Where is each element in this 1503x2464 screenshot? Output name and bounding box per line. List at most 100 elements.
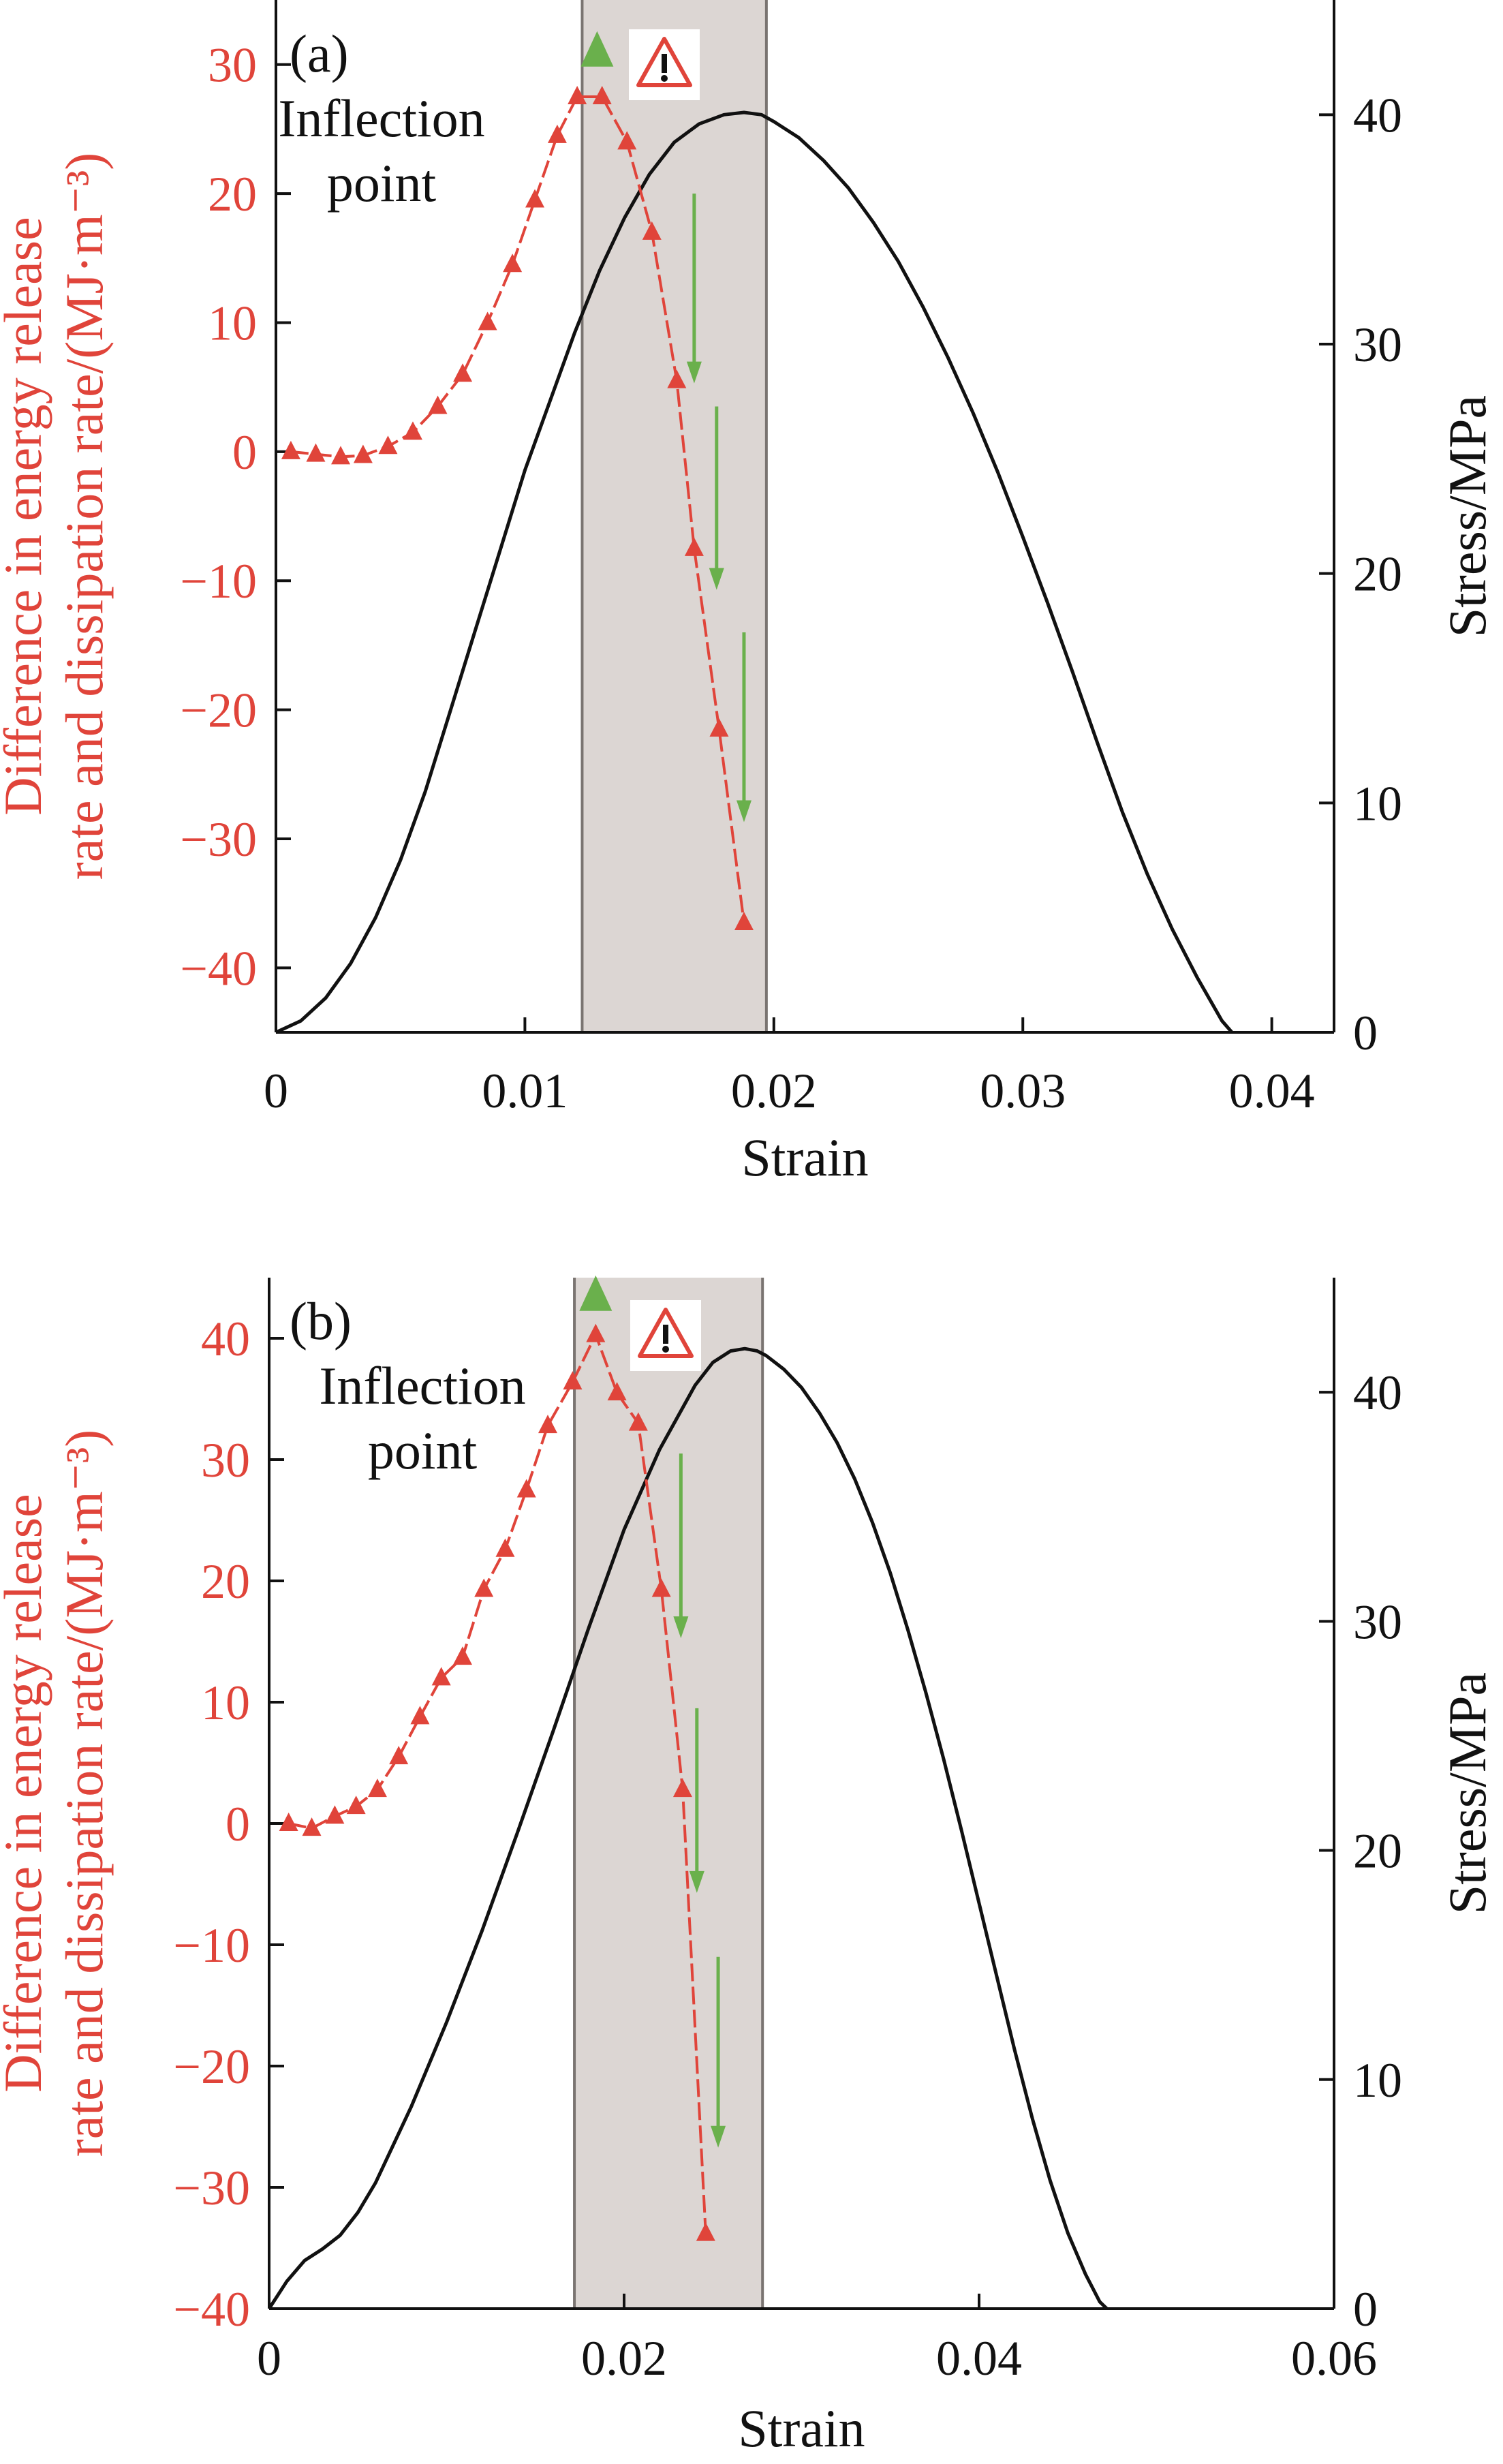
y-left-tick-label: 10 (208, 296, 257, 350)
y-left-tick-label: 10 (201, 1676, 250, 1730)
annotation-inflection: Inflection (278, 89, 484, 148)
warning-triangle-icon (630, 1300, 701, 1371)
energy-difference-marker (279, 1813, 298, 1831)
down-arrow-icon (711, 2125, 726, 2148)
energy-difference-marker (586, 1323, 606, 1342)
y-left-tick-label: −10 (180, 554, 257, 609)
inflection-marker (580, 31, 614, 67)
energy-difference-marker (302, 1817, 322, 1836)
y-left-axis-label-line2: rate and dissipation rate/(MJ·m⁻³) (55, 1430, 114, 2157)
energy-difference-marker (563, 1371, 583, 1390)
energy-difference-marker (431, 1667, 451, 1686)
y-right-tick-label: 40 (1353, 88, 1402, 142)
energy-difference-marker (453, 363, 473, 382)
x-tick-label: 0.03 (980, 1064, 1066, 1118)
x-tick-label: 0 (264, 1064, 288, 1118)
energy-difference-marker (568, 86, 587, 105)
energy-difference-marker (516, 1479, 536, 1498)
warning-icon-dot (662, 1346, 669, 1353)
y-right-axis-label: Stress/MPa (1438, 395, 1497, 637)
y-right-tick-label: 40 (1353, 1366, 1402, 1420)
y-right-tick-label: 20 (1353, 547, 1402, 602)
down-arrow-icon (736, 800, 752, 822)
panel-label: (a) (290, 24, 349, 83)
down-arrow-icon (673, 1616, 689, 1639)
y-left-tick-label: 0 (232, 425, 257, 480)
panel-label: (b) (290, 1291, 352, 1351)
y-right-axis-label: Stress/MPa (1438, 1672, 1497, 1914)
y-left-tick-label: 20 (201, 1554, 250, 1609)
annotation-inflection: Inflection (319, 1356, 525, 1415)
energy-difference-marker (642, 221, 662, 240)
y-left-tick-label: 40 (201, 1312, 250, 1366)
energy-difference-marker (495, 1538, 515, 1557)
x-tick-label: 0.04 (1229, 1064, 1315, 1118)
x-axis-label: Strain (738, 2399, 865, 2458)
energy-difference-marker (410, 1706, 430, 1725)
energy-difference-marker (525, 189, 545, 208)
y-left-tick-label: −30 (173, 2161, 250, 2215)
y-left-tick-label: −40 (180, 941, 257, 996)
down-arrow-icon (686, 361, 702, 384)
stress-curve (267, 1346, 1109, 2310)
warning-triangle-icon (629, 29, 700, 100)
energy-difference-marker (378, 435, 398, 455)
chart-a: 0 0.01 0.02 0.03 0.04 −40 −30 −20 −10 0 10 20 30 0 10 2… (0, 0, 1497, 1187)
inflection-marker (579, 1275, 613, 1311)
energy-difference-marker (281, 440, 300, 459)
y-right-tick-label: 30 (1353, 1595, 1402, 1649)
y-right-tick-label: 10 (1353, 776, 1402, 831)
energy-difference-marker (651, 1578, 671, 1597)
y-left-tick-label: 30 (208, 38, 257, 93)
y-left-tick-label: −20 (173, 2039, 250, 2094)
y-left-axis-label-line1: Difference in energy release (0, 1494, 52, 2092)
energy-difference-marker (592, 86, 612, 105)
energy-difference-marker (667, 369, 687, 388)
stress-curve (275, 110, 1234, 1034)
energy-difference-marker (709, 718, 729, 737)
x-tick-label: 0.01 (482, 1064, 568, 1118)
panel-b: 0 0.02 0.04 0.06 −40 −30 −20 −10 0 10 20 30 40 0 10 20 3… (0, 1267, 1503, 2464)
panel-a: 0 0.01 0.02 0.03 0.04 −40 −30 −20 −10 0 10 20 30 0 10 2… (0, 0, 1503, 1199)
energy-difference-marker (331, 446, 351, 465)
annotation-point: point (327, 153, 437, 213)
y-right-tick-label: 20 (1353, 1824, 1402, 1879)
energy-difference-marker (684, 537, 704, 556)
energy-difference-marker (353, 444, 373, 463)
energy-difference-marker (403, 421, 422, 440)
x-tick-label: 0.02 (581, 2331, 667, 2386)
y-right-tick-label: 0 (1353, 2282, 1378, 2337)
y-left-tick-label: 0 (226, 1797, 250, 1851)
energy-difference-marker (325, 1805, 345, 1824)
energy-difference-marker (672, 1778, 692, 1798)
y-left-tick-label: 30 (201, 1433, 250, 1488)
energy-difference-marker (306, 443, 326, 462)
energy-difference-marker (503, 253, 523, 273)
energy-difference-marker (538, 1415, 557, 1434)
x-axis-label: Strain (741, 1128, 868, 1187)
energy-difference-marker (617, 131, 637, 150)
energy-difference-marker (474, 1578, 494, 1597)
y-left-axis-label-line1: Difference in energy release (0, 217, 52, 815)
energy-difference-marker (452, 1646, 472, 1665)
energy-difference-marker (428, 395, 448, 414)
y-left-axis-label-line2: rate and dissipation rate/(MJ·m⁻³) (55, 153, 114, 880)
y-left-tick-label: −40 (173, 2282, 250, 2337)
shaded-region (574, 1278, 763, 2309)
y-right-tick-label: 30 (1353, 318, 1402, 372)
energy-difference-marker (547, 124, 567, 143)
annotation-point: point (368, 1421, 478, 1480)
y-left-tick-label: −20 (180, 683, 257, 738)
x-tick-label: 0.06 (1291, 2331, 1377, 2386)
y-left-tick-label: −10 (173, 1918, 250, 1973)
down-arrow-icon (709, 568, 724, 590)
warning-icon-dot (661, 75, 668, 82)
y-left-tick-label: −30 (180, 812, 257, 867)
energy-difference-marker (367, 1778, 387, 1798)
y-right-tick-label: 0 (1353, 1006, 1378, 1060)
warning-icon-bar (663, 1325, 668, 1344)
down-arrow-icon (689, 1870, 704, 1893)
x-tick-label: 0.02 (731, 1064, 817, 1118)
energy-difference-marker (607, 1382, 627, 1401)
energy-difference-marker (389, 1746, 409, 1765)
